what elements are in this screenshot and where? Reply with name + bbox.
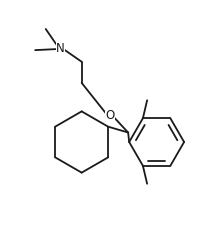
Text: O: O — [106, 109, 115, 122]
Text: N: N — [56, 42, 65, 55]
